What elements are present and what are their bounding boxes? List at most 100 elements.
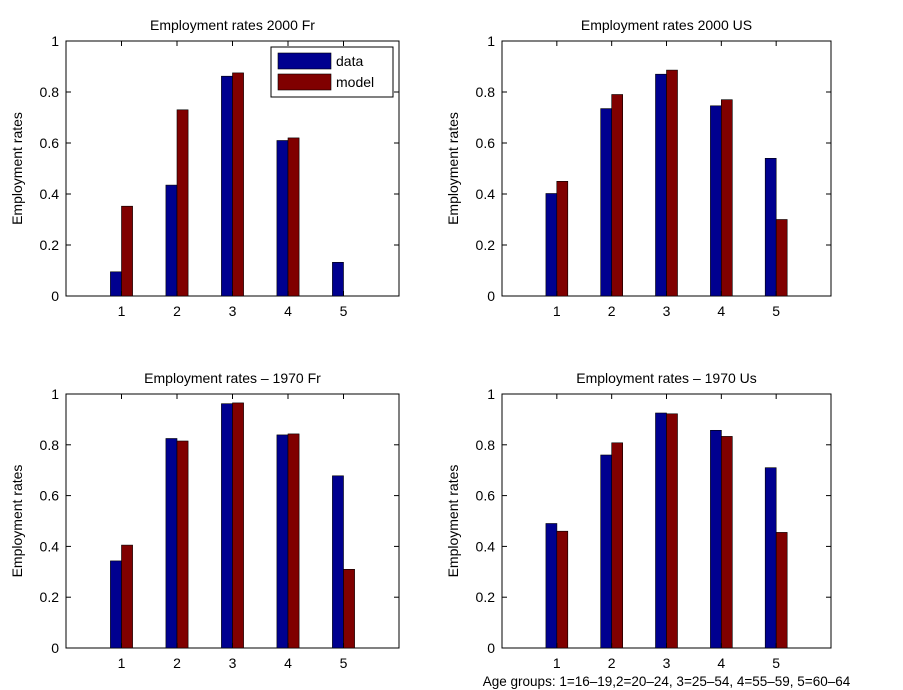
bar-data-5	[332, 261, 344, 297]
y-tick-label: 0.6	[40, 135, 60, 151]
y-axis-label: Employment rates	[445, 112, 461, 225]
bar-data-2	[165, 184, 178, 297]
bar-model-3	[666, 413, 678, 649]
y-tick-label: 0.4	[476, 538, 496, 554]
x-tick-label: 5	[340, 655, 348, 671]
y-tick-label: 0.2	[476, 237, 496, 253]
y-tick-label: 0.2	[40, 237, 60, 253]
bar-model-5	[343, 568, 355, 649]
bar-model-1	[556, 181, 569, 297]
y-tick-label: 0.8	[40, 437, 60, 453]
y-tick-label: 0.4	[40, 538, 60, 554]
x-tick-label: 1	[118, 303, 126, 319]
x-tick-label: 4	[284, 655, 292, 671]
x-tick-label: 3	[663, 655, 671, 671]
bar-data-3	[655, 73, 667, 297]
bar-model-4	[720, 436, 733, 649]
y-axis-label: Employment rates	[445, 465, 461, 578]
y-tick-label: 0.6	[476, 488, 496, 504]
bar-data-5	[764, 467, 777, 649]
x-tick-label: 4	[717, 303, 725, 319]
chart-panel-2: 0 0.2 0.4 0.6 0.8 1 1 2 3 4 5 Employment rates 2000…	[445, 17, 832, 319]
bar-data-2	[165, 438, 178, 649]
bar-model-1	[556, 530, 569, 649]
y-tick-label: 0	[51, 288, 59, 304]
y-tick-label: 0	[487, 288, 495, 304]
legend-label-data: data	[336, 53, 363, 69]
x-tick-label: 5	[772, 303, 780, 319]
y-tick-label: 0.8	[40, 84, 60, 100]
x-tick-label: 3	[229, 303, 237, 319]
bar-model-2	[611, 442, 624, 649]
y-tick-label: 0.2	[476, 589, 496, 605]
x-tick-label: 5	[772, 655, 780, 671]
bar-data-2	[600, 108, 613, 297]
bar-data-1	[545, 193, 558, 297]
bar-model-4	[287, 433, 300, 649]
legend-swatch-data	[277, 52, 332, 70]
bar-data-2	[600, 454, 613, 649]
x-tick-label: 2	[608, 303, 616, 319]
bar-model-1	[121, 544, 133, 649]
bar-data-4	[276, 140, 289, 297]
y-axis-label: Employment rates	[9, 112, 25, 225]
y-axis-label: Employment rates	[9, 465, 25, 578]
x-tick-label: 3	[229, 655, 237, 671]
bar-data-1	[545, 523, 558, 649]
x-tick-label: 1	[118, 655, 126, 671]
bar-data-4	[276, 434, 289, 649]
chart-panel-3: 0 0.2 0.4 0.6 0.8 1 1 2 3 4 5 Employment rates – 19…	[9, 370, 400, 671]
y-tick-label: 0.6	[40, 488, 60, 504]
bar-model-4	[287, 137, 300, 297]
bar-data-5	[764, 158, 777, 297]
chart-title: Employment rates 2000 US	[581, 17, 752, 33]
bar-model-5	[775, 532, 788, 649]
bar-data-1	[110, 560, 122, 649]
y-tick-label: 1	[487, 33, 495, 49]
y-tick-label: 0.8	[476, 437, 496, 453]
bar-model-1	[121, 205, 133, 297]
legend-label-model: model	[336, 74, 374, 90]
chart-panel-4: 0 0.2 0.4 0.6 0.8 1 1 2 3 4 5 Employment rates – 19…	[445, 370, 851, 689]
legend-swatch-model	[277, 73, 332, 91]
y-tick-label: 0	[51, 640, 59, 656]
chart-panel-1: 0 0.2 0.4 0.6 0.8 1 1 2 3 4 5 Employment rates 2000…	[9, 17, 400, 319]
x-tick-label: 1	[553, 655, 561, 671]
x-tick-label: 5	[340, 303, 348, 319]
bar-data-1	[110, 271, 122, 297]
x-axis-label: Age groups: 1=16–19,2=20–24, 3=25–54, 4=…	[483, 674, 851, 689]
y-tick-label: 0.4	[40, 186, 60, 202]
y-tick-label: 0.8	[476, 84, 496, 100]
bar-model-5	[775, 219, 788, 297]
legend: data model	[270, 46, 394, 98]
bar-model-3	[232, 72, 244, 297]
x-tick-label: 1	[553, 303, 561, 319]
x-tick-label: 2	[173, 303, 181, 319]
bar-data-4	[710, 429, 722, 649]
y-tick-label: 0	[487, 640, 495, 656]
x-tick-label: 4	[717, 655, 725, 671]
y-tick-label: 0.6	[476, 135, 496, 151]
bar-model-3	[232, 402, 244, 649]
bar-data-4	[710, 105, 722, 297]
bar-model-2	[176, 440, 189, 649]
x-tick-label: 3	[663, 303, 671, 319]
y-tick-label: 1	[51, 33, 59, 49]
x-tick-label: 2	[173, 655, 181, 671]
bar-model-2	[611, 94, 624, 297]
bar-model-4	[720, 99, 733, 297]
y-tick-label: 1	[51, 386, 59, 402]
y-tick-label: 0.2	[40, 589, 60, 605]
bar-data-3	[221, 403, 233, 649]
y-tick-label: 0.4	[476, 186, 496, 202]
bar-data-3	[655, 412, 667, 649]
bar-model-2	[176, 109, 189, 297]
chart-title: Employment rates – 1970 Fr	[144, 370, 321, 386]
x-tick-label: 2	[608, 655, 616, 671]
chart-title: Employment rates – 1970 Us	[576, 370, 757, 386]
x-tick-label: 4	[284, 303, 292, 319]
y-tick-label: 1	[487, 386, 495, 402]
bar-model-3	[666, 69, 678, 297]
bar-data-5	[332, 475, 344, 649]
